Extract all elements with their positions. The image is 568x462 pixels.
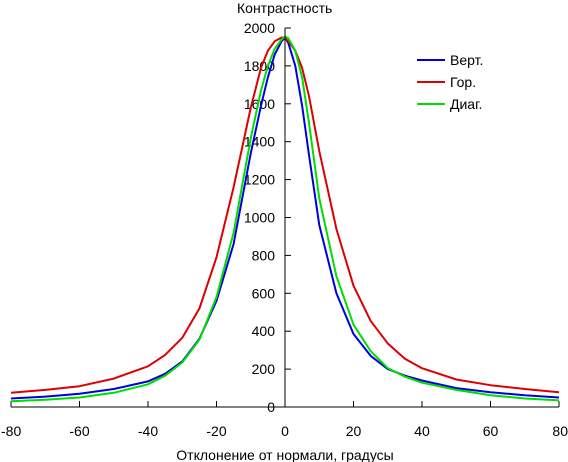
x-tick-label: 20 xyxy=(346,423,362,439)
x-tick-label: -60 xyxy=(69,423,89,439)
x-tick-label: 60 xyxy=(483,423,499,439)
y-tick-label: 1200 xyxy=(244,172,275,188)
y-tick-label: 400 xyxy=(252,323,276,339)
y-tick-label: 800 xyxy=(252,247,276,263)
x-axis-ticks: -80 -60 -40 -20 0 20 40 60 80 xyxy=(1,401,568,439)
x-tick-label: 0 xyxy=(281,423,289,439)
legend-label: Диаг. xyxy=(450,96,482,112)
y-tick-label: 2000 xyxy=(244,20,275,36)
y-axis-title: Контрастность xyxy=(237,0,332,16)
x-axis-title: Отклонение от нормали, градусы xyxy=(176,447,393,462)
legend-label: Верт. xyxy=(450,52,483,68)
x-tick-label: -80 xyxy=(1,423,21,439)
x-tick-label: 80 xyxy=(552,423,568,439)
x-tick-label: 40 xyxy=(414,423,430,439)
y-tick-label: 200 xyxy=(252,361,276,377)
legend-label: Гор. xyxy=(450,74,476,90)
legend: Верт. Гор. Диаг. xyxy=(417,52,483,112)
x-tick-label: -20 xyxy=(206,423,226,439)
y-tick-label: 600 xyxy=(252,285,276,301)
x-tick-label: -40 xyxy=(138,423,158,439)
y-tick-label: 1000 xyxy=(244,210,275,226)
